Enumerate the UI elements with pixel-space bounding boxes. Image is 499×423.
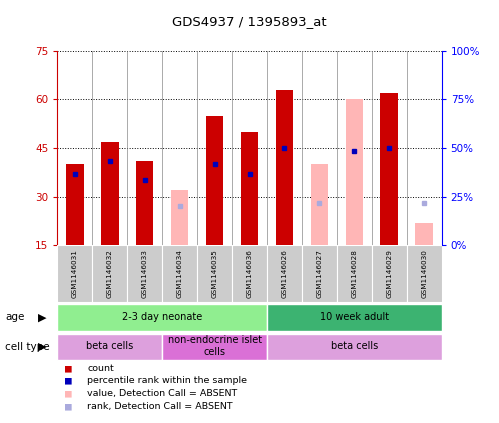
Bar [241,132,258,245]
Text: value, Detection Call = ABSENT: value, Detection Call = ABSENT [87,389,238,398]
Text: count: count [87,363,114,373]
Bar [66,164,84,245]
Bar [407,245,442,302]
Bar [275,90,293,245]
Text: GSM1146035: GSM1146035 [212,250,218,298]
Bar [127,245,162,302]
Bar [101,142,119,245]
Text: cell type: cell type [5,342,49,352]
Text: GSM1146034: GSM1146034 [177,250,183,298]
Bar [57,304,267,331]
Text: GSM1146036: GSM1146036 [247,250,252,298]
Text: GSM1146027: GSM1146027 [316,250,322,298]
Text: GSM1146030: GSM1146030 [421,250,427,298]
Text: ■: ■ [65,388,72,398]
Bar [162,333,267,360]
Bar [206,115,224,245]
Bar [267,333,442,360]
Text: beta cells: beta cells [331,341,378,351]
Text: GSM1146029: GSM1146029 [386,250,392,298]
Text: ■: ■ [65,363,72,373]
Bar [302,245,337,302]
Text: GSM1146026: GSM1146026 [281,250,287,298]
Bar [337,245,372,302]
Text: beta cells: beta cells [86,341,133,351]
Bar [232,245,267,302]
Bar [415,222,433,245]
Bar [310,164,328,245]
Text: 10 week adult: 10 week adult [320,312,389,321]
Bar [267,245,302,302]
Text: ▶: ▶ [38,312,47,322]
Text: GSM1146028: GSM1146028 [351,250,357,298]
Text: non-endocrine islet
cells: non-endocrine islet cells [168,335,261,357]
Text: ■: ■ [65,401,72,411]
Text: GSM1146033: GSM1146033 [142,250,148,298]
Bar [345,99,363,245]
Bar [57,245,92,302]
Text: GSM1146031: GSM1146031 [72,250,78,298]
Text: rank, Detection Call = ABSENT: rank, Detection Call = ABSENT [87,401,233,411]
Bar [380,93,398,245]
Text: ▶: ▶ [38,342,47,352]
Text: percentile rank within the sample: percentile rank within the sample [87,376,248,385]
Text: age: age [5,312,24,322]
Bar [136,161,154,245]
Bar [92,245,127,302]
Text: GDS4937 / 1395893_at: GDS4937 / 1395893_at [172,15,327,28]
Bar [57,333,162,360]
Bar [197,245,232,302]
Bar [171,190,189,245]
Text: 2-3 day neonate: 2-3 day neonate [122,312,202,321]
Text: GSM1146032: GSM1146032 [107,250,113,298]
Bar [267,304,442,331]
Bar [372,245,407,302]
Text: ■: ■ [65,376,72,386]
Bar [162,245,197,302]
